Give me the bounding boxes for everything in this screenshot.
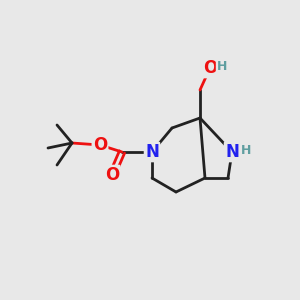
Text: O: O	[203, 59, 217, 77]
Text: N: N	[225, 143, 239, 161]
Text: O: O	[93, 136, 107, 154]
Text: H: H	[217, 59, 227, 73]
Text: H: H	[241, 145, 251, 158]
Text: O: O	[105, 166, 119, 184]
Text: N: N	[145, 143, 159, 161]
